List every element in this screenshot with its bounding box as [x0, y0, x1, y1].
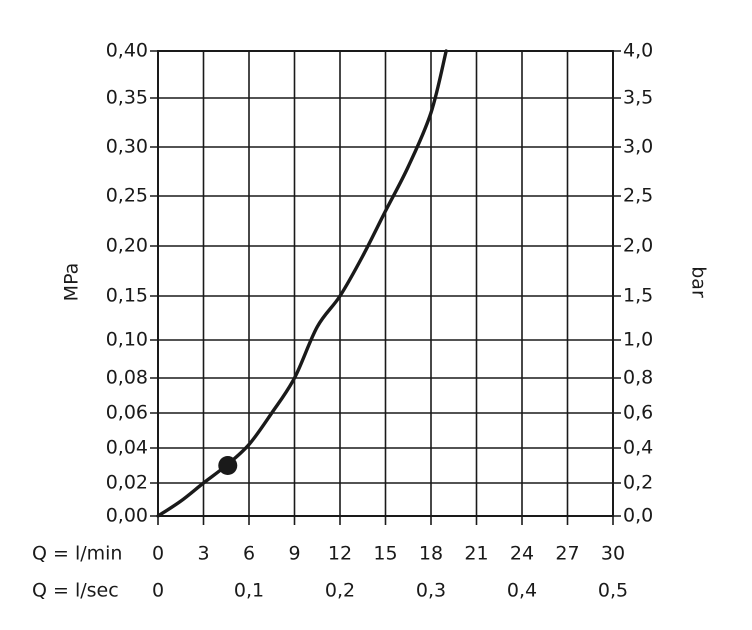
- y-right-tick-label: 0,6: [623, 402, 653, 424]
- x-tick-label: 12: [328, 543, 352, 565]
- x-axis-secondary-label: Q = l/sec: [32, 580, 119, 602]
- y-axis-left-label: MPa: [61, 263, 83, 302]
- y-right-tick-label: 1,0: [623, 329, 653, 351]
- y-left-tick-label: 0,06: [106, 402, 148, 424]
- x-axis-label: Q = l/min: [32, 543, 122, 565]
- x-tick-label: 18: [419, 543, 443, 565]
- y-right-tick-label: 2,0: [623, 235, 653, 257]
- x2-tick-label: 0,5: [598, 580, 628, 602]
- x-tick-label: 9: [288, 543, 300, 565]
- x2-tick-label: 0: [152, 580, 164, 602]
- x-tick-label: 15: [373, 543, 397, 565]
- y-right-tick-label: 0,2: [623, 472, 653, 494]
- x-tick-label: 0: [152, 543, 164, 565]
- y-left-tick-label: 0,10: [106, 329, 148, 351]
- x2-tick-label: 0,3: [416, 580, 446, 602]
- y-left-tick-label: 0,04: [106, 437, 148, 459]
- y-left-tick-label: 0,08: [106, 367, 148, 389]
- y-axis-left-ticks: 0,00 0,02 0,04 0,06 0,08 0,10 0,15 0,20 0,25 0,30…: [106, 40, 148, 527]
- y-right-tick-label: 1,5: [623, 285, 653, 307]
- x-tick-label: 6: [243, 543, 255, 565]
- y-left-tick-label: 0,02: [106, 472, 148, 494]
- y-right-tick-label: 0,4: [623, 437, 653, 459]
- x-tick-label: 30: [601, 543, 625, 565]
- x2-tick-label: 0,2: [325, 580, 355, 602]
- y-axis-right-ticks: 0,0 0,2 0,4 0,6 0,8 1,0 1,5 2,0 2,5 3,0 3,5 4,0: [623, 40, 653, 527]
- x-tick-label: 21: [464, 543, 488, 565]
- y-right-tick-label: 3,5: [623, 87, 653, 109]
- x2-tick-label: 0,1: [234, 580, 264, 602]
- y-right-tick-label: 2,5: [623, 185, 653, 207]
- y-right-tick-label: 3,0: [623, 136, 653, 158]
- x-tick-label: 3: [197, 543, 209, 565]
- series-layer: [156, 49, 448, 518]
- x-axis-secondary-ticks: 0 0,1 0,2 0,3 0,4 0,5: [152, 580, 628, 602]
- x2-tick-label: 0,4: [507, 580, 537, 602]
- x-axis-ticks: 0 3 6 9 12 15 18 21 24 27 30: [152, 543, 625, 565]
- y-right-tick-label: 4,0: [623, 40, 653, 62]
- y-left-tick-label: 0,25: [106, 185, 148, 207]
- y-right-tick-label: 0,0: [623, 505, 653, 527]
- y-left-tick-label: 0,40: [106, 40, 148, 62]
- plot-frame: [157, 50, 614, 517]
- operating-point-marker: [218, 456, 238, 475]
- y-left-tick-label: 0,15: [106, 285, 148, 307]
- y-axis-right-label: bar: [688, 266, 710, 298]
- y-right-tick-label: 0,8: [623, 367, 653, 389]
- series-line: [156, 49, 448, 518]
- y-left-tick-label: 0,20: [106, 235, 148, 257]
- y-left-tick-label: 0,30: [106, 136, 148, 158]
- x-tick-label: 27: [555, 543, 579, 565]
- y-left-tick-label: 0,00: [106, 505, 148, 527]
- grid: [150, 50, 621, 525]
- y-left-tick-label: 0,35: [106, 87, 148, 109]
- x-tick-label: 24: [510, 543, 534, 565]
